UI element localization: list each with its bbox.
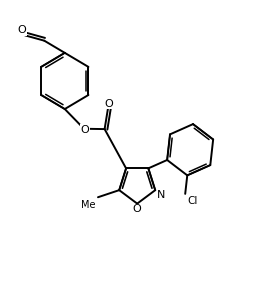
- Text: Me: Me: [81, 200, 96, 210]
- Text: O: O: [18, 25, 27, 35]
- Text: N: N: [157, 190, 165, 200]
- Text: Cl: Cl: [187, 196, 198, 206]
- Text: O: O: [105, 99, 113, 109]
- Text: O: O: [81, 125, 90, 135]
- Text: O: O: [132, 204, 141, 214]
